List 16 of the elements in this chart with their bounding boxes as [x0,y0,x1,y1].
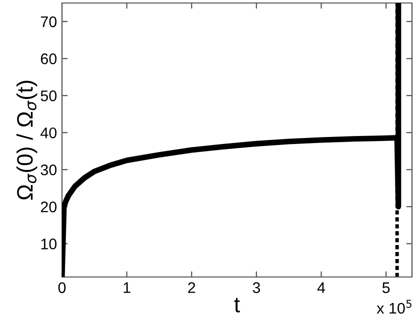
y-tick-label: 60 [40,53,57,64]
y-tick-label: 50 [40,90,57,102]
x-tick-label: 0 [58,282,66,294]
x-axis-title: t [234,298,240,312]
x-tick-label: 2 [188,282,196,293]
y-tick-label: 70 [40,16,57,28]
y-tick-label: 10 [41,238,57,250]
x-tick-label: 4 [317,282,326,293]
x-tick-label: 3 [252,282,260,294]
text: x 10$^{5}$ [376,300,412,314]
x-tick-label: 1 [124,282,130,293]
x-tick-label: 5 [382,282,390,294]
y-tick-label: 30 [40,164,57,176]
y-tick-label: 40 [40,127,57,138]
y-tick-label: 20 [40,202,57,212]
y-axis-title: Ω$_{σ}$(0) / Ω$_{σ}$(t) [16,80,38,200]
